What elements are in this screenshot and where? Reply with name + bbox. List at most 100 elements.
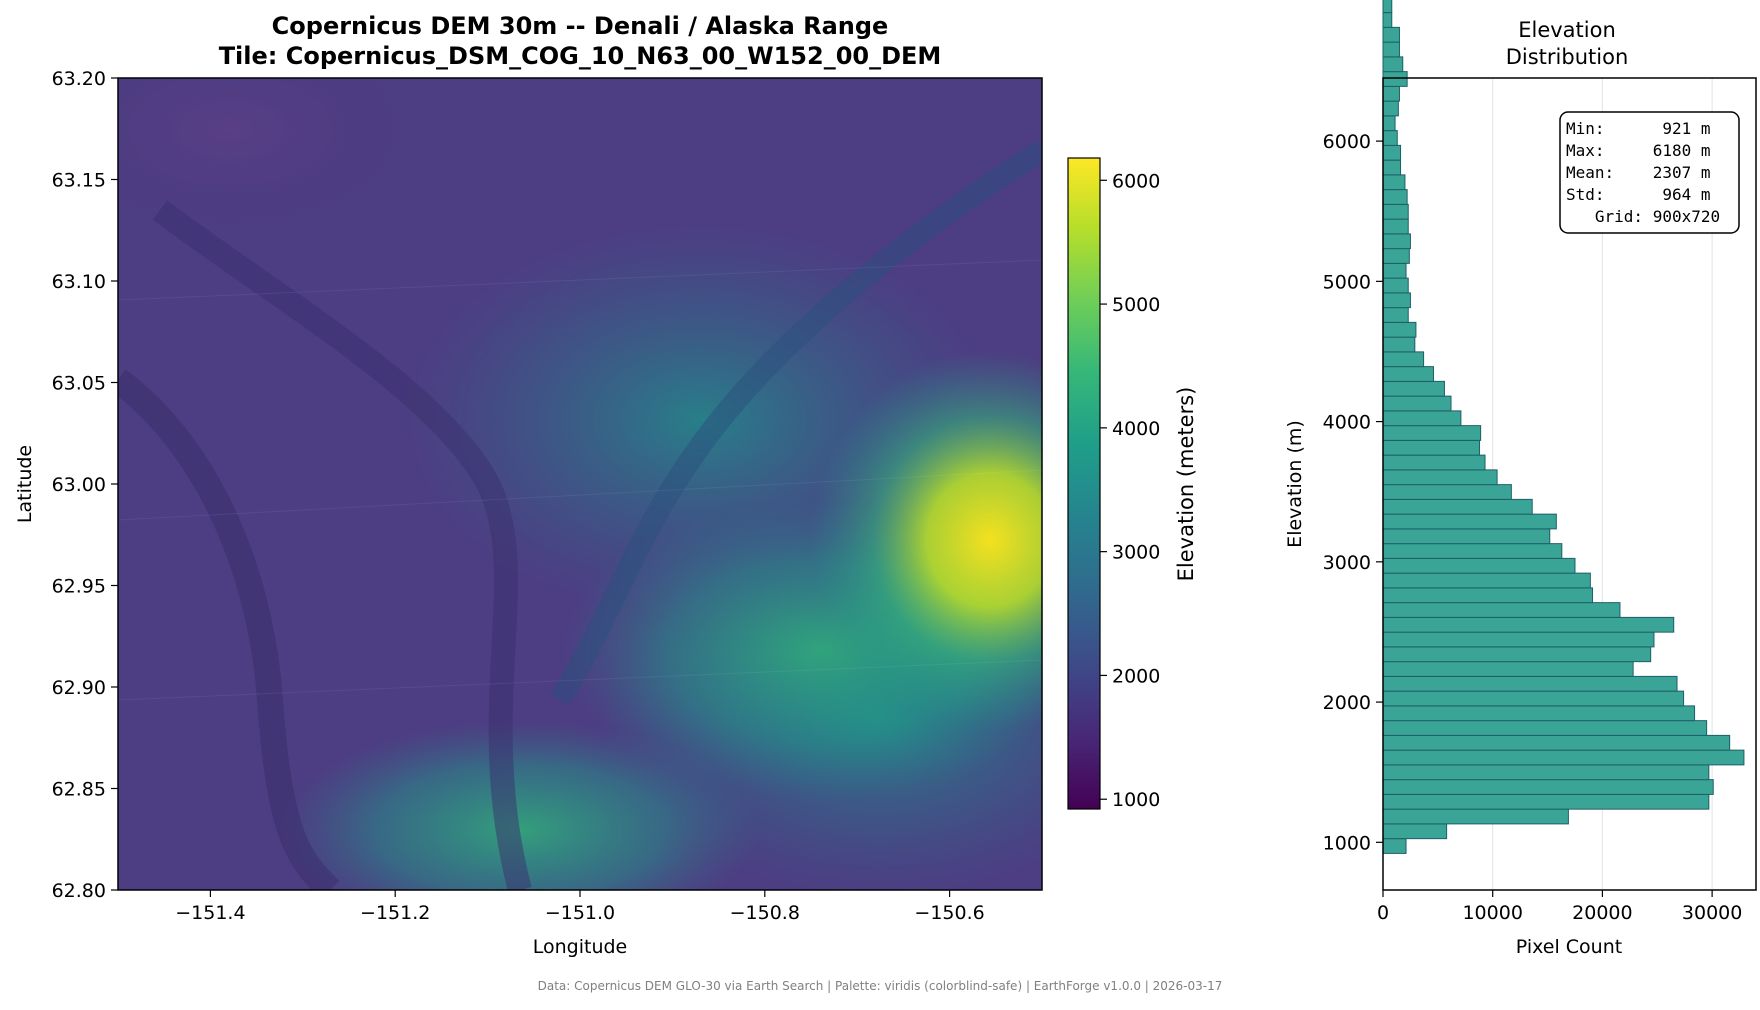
hist-x-tick-label: 0 — [1377, 902, 1389, 924]
hist-title-line2: Distribution — [1506, 45, 1629, 69]
hist-bar — [1382, 764, 1710, 781]
hist-bar — [1382, 543, 1563, 559]
glacier-northeast — [550, 140, 1042, 706]
colorbar: 1000 2000 3000 4000 5000 6000 Elevation (mete… — [1067, 157, 1198, 811]
map-y-tick-label: 63.15 — [52, 170, 106, 192]
map-x-tick-label: −150.6 — [914, 902, 984, 924]
hist-bar — [1382, 144, 1402, 161]
map-x-tick-label: −151.4 — [175, 902, 245, 924]
hist-bar — [1382, 218, 1409, 235]
hist-bar — [1382, 720, 1708, 736]
hist-bar — [1382, 71, 1408, 87]
hist-axes-frame — [1382, 77, 1757, 891]
hist-bar — [1382, 425, 1482, 441]
map-y-tick-label: 63.05 — [52, 373, 106, 395]
hist-bar — [1382, 838, 1407, 854]
hist-bar — [1382, 410, 1462, 427]
map-x-tick-label: −150.8 — [730, 902, 800, 924]
hist-bar — [1382, 616, 1675, 633]
colorbar-tick-label: 5000 — [1112, 294, 1160, 316]
map-y-tick-label: 63.10 — [52, 271, 106, 293]
hist-bar — [1382, 734, 1731, 751]
stats-min: Min: 921 m — [1566, 119, 1711, 138]
hist-bar — [1382, 321, 1417, 338]
map-y-tick-label: 63.20 — [52, 68, 106, 90]
hist-bar — [1382, 380, 1445, 397]
map-y-tick-label: 62.85 — [52, 779, 106, 801]
hist-bar — [1382, 26, 1400, 43]
map-x-axis-label: Longitude — [533, 936, 628, 958]
hist-y-tick-label: 4000 — [1323, 412, 1371, 434]
hist-bar — [1382, 174, 1406, 191]
hist-bar — [1382, 572, 1591, 589]
hist-bar — [1382, 203, 1409, 220]
hist-x-tick-label: 10000 — [1462, 902, 1522, 924]
dem-low-northwest — [118, 78, 430, 240]
dem-map-panel: Copernicus DEM 30m -- Denali / Alaska Ra… — [14, 12, 1198, 958]
hist-y-tick-label: 1000 — [1323, 832, 1371, 854]
hist-bar — [1382, 130, 1398, 146]
hist-bar — [1382, 12, 1393, 28]
hist-y-tick-label: 6000 — [1323, 131, 1371, 153]
hist-bar — [1382, 351, 1425, 368]
map-x-tick-label: −151.0 — [545, 902, 615, 924]
map-title-line2: Tile: Copernicus_DSM_COG_10_N63_00_W152_… — [219, 42, 942, 70]
stats-std: Std: 964 m — [1566, 185, 1711, 204]
colorbar-tick-label: 6000 — [1112, 170, 1160, 192]
hist-bar — [1382, 587, 1594, 604]
footer-caption: Data: Copernicus DEM GLO-30 via Earth Se… — [537, 979, 1223, 993]
hist-bar — [1382, 233, 1411, 250]
hillshade-texture — [118, 259, 1042, 701]
hist-bar — [1382, 661, 1634, 677]
map-y-tick-label: 63.00 — [52, 474, 106, 496]
hist-bar — [1382, 115, 1396, 132]
hist-bar — [1382, 779, 1714, 795]
hist-bar — [1382, 690, 1685, 707]
hist-bar — [1382, 749, 1745, 766]
hist-bar — [1382, 705, 1696, 722]
elevation-histogram-panel: Elevation Distribution 0 10000 20000 30000 … — [1284, 0, 1757, 958]
hist-bar — [1382, 41, 1400, 58]
hist-bar — [1382, 395, 1452, 412]
hist-x-axis: 0 10000 20000 30000 — [1377, 890, 1742, 924]
hist-y-tick-label: 5000 — [1323, 271, 1371, 293]
hist-bar — [1382, 646, 1652, 663]
hist-x-axis-label: Pixel Count — [1516, 936, 1622, 958]
dem-southern-ridge — [280, 720, 760, 890]
hist-bar — [1382, 277, 1409, 294]
colorbar-tick-label: 2000 — [1112, 665, 1160, 687]
colorbar-tick-label: 3000 — [1112, 542, 1160, 564]
glacier-central — [152, 200, 532, 890]
hist-bar — [1382, 631, 1655, 648]
hist-bar — [1382, 675, 1678, 692]
glacier-west — [118, 369, 340, 890]
hist-bar — [1382, 602, 1621, 618]
dem-summit-high — [810, 350, 1042, 730]
map-y-tick-label: 62.90 — [52, 677, 106, 699]
map-title-line1: Copernicus DEM 30m -- Denali / Alaska Ra… — [272, 12, 889, 40]
hist-bar — [1382, 56, 1404, 73]
hist-bar — [1382, 248, 1410, 264]
hist-bar — [1382, 100, 1399, 117]
colorbar-tick-label: 4000 — [1112, 418, 1160, 440]
stats-max: Max: 6180 m — [1566, 141, 1711, 160]
hist-x-tick-label: 30000 — [1682, 902, 1742, 924]
hist-bar — [1382, 0, 1393, 14]
hist-bar — [1382, 823, 1448, 840]
map-x-tick-label: −151.2 — [360, 902, 430, 924]
map-y-axis-label: Latitude — [14, 445, 36, 523]
stats-box: Min: 921 m Max: 6180 m Mean: 2307 m Std:… — [1559, 111, 1740, 234]
map-y-tick-label: 62.95 — [52, 576, 106, 598]
colorbar-label: Elevation (meters) — [1174, 387, 1198, 582]
hist-bar — [1382, 528, 1551, 545]
hist-bar — [1382, 469, 1498, 486]
hist-title-line1: Elevation — [1518, 18, 1616, 42]
hist-bar — [1382, 336, 1416, 353]
hist-x-tick-label: 20000 — [1572, 902, 1632, 924]
colorbar-gradient — [1067, 157, 1101, 810]
hist-bar — [1382, 159, 1402, 176]
hist-bar — [1382, 793, 1710, 810]
hist-bar — [1382, 366, 1434, 382]
hist-y-axis-label: Elevation (m) — [1284, 420, 1306, 548]
